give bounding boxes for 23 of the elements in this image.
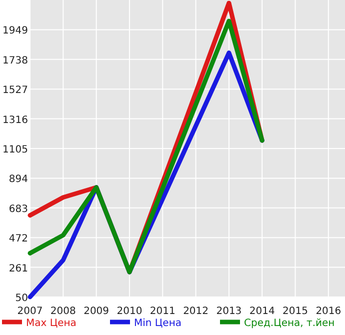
x-tick-label: 2013	[216, 306, 242, 317]
x-tick-label: 2012	[183, 306, 209, 317]
y-tick-label: 1949	[2, 26, 28, 37]
legend-label: Сред.Цена, т.йен	[244, 318, 335, 329]
x-tick-label: 2010	[116, 306, 142, 317]
y-tick-label: 472	[8, 234, 28, 245]
x-tick-label: 2014	[249, 306, 275, 317]
legend-label: Max Цена	[26, 318, 76, 329]
y-tick-label: 683	[8, 204, 28, 215]
x-tick-label: 2015	[282, 306, 308, 317]
x-tick-label: 2016	[316, 306, 342, 317]
y-tick-label: 1527	[2, 85, 28, 96]
x-tick-label: 2007	[17, 306, 43, 317]
y-tick-label: 261	[8, 263, 28, 274]
legend-label: Min Цена	[134, 318, 182, 329]
x-tick-label: 2008	[50, 306, 76, 317]
y-tick-label: 1105	[2, 144, 28, 156]
y-tick-label: 50	[15, 293, 28, 304]
x-tick-label: 2011	[150, 306, 176, 317]
y-tick-label: 1738	[2, 55, 28, 66]
y-tick-label: 1316	[2, 114, 28, 126]
y-tick-label: 894	[8, 174, 28, 186]
x-tick-label: 2009	[84, 306, 110, 317]
